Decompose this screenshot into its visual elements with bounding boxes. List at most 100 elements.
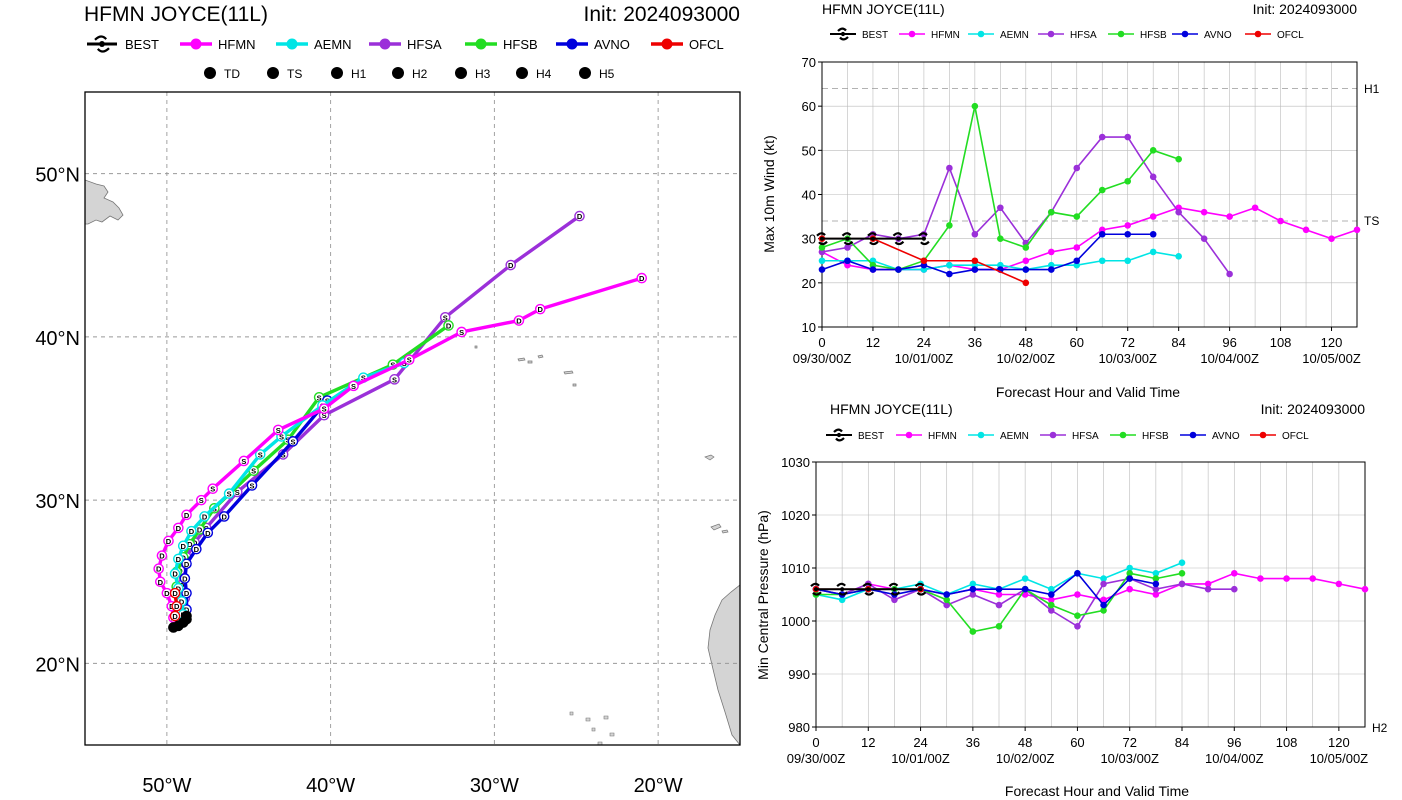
track-point-symbol: S [258, 450, 263, 459]
data-point [1100, 607, 1107, 614]
track-point-symbol: D [516, 317, 522, 326]
x-tick-label: 48 [1018, 735, 1032, 750]
data-point [1226, 270, 1233, 278]
y-tick-label: 1000 [781, 614, 810, 629]
x-tick-label: 24 [917, 335, 931, 350]
map-title: HFMN JOYCE(11L) [84, 3, 268, 26]
data-point [969, 628, 977, 635]
data-point [995, 623, 1003, 630]
data-point [971, 230, 979, 238]
pressure-ylabel: Min Central Pressure (hPa) [755, 510, 771, 680]
data-point [1200, 208, 1208, 216]
track-point [173, 522, 184, 534]
data-point [920, 257, 928, 265]
legend-label-hfmn: HFMN [931, 30, 960, 41]
legend-label-hfsa: HFSA [1070, 30, 1097, 41]
best-track-point-icon [867, 232, 879, 246]
track-point-symbol: S [443, 313, 448, 322]
data-point [1226, 213, 1233, 220]
x-tick-label: 108 [1276, 735, 1298, 750]
data-point [1047, 585, 1055, 593]
legend-marker-hfsb [475, 38, 487, 50]
track-point-symbol: D [192, 539, 198, 548]
wind-xlabel: Forecast Hour and Valid Time [996, 384, 1180, 400]
track-point [177, 540, 189, 552]
track-point [443, 320, 454, 331]
map-lat-tick: 50°N [35, 165, 80, 187]
y-tick-label: 40 [802, 188, 816, 203]
legend-marker-avno [566, 38, 578, 50]
hurricane-symbol-icon [837, 27, 849, 41]
data-point [1047, 596, 1055, 604]
data-point [997, 235, 1004, 242]
data-point [1277, 217, 1284, 225]
legend-marker-hfmn [905, 431, 913, 439]
data-point [1047, 266, 1055, 273]
data-point [1022, 266, 1030, 273]
data-point [971, 266, 979, 273]
track-point [169, 610, 181, 622]
track-point-symbol: D [159, 552, 165, 561]
intensity-symbol-char: D [207, 70, 213, 79]
x-tick-label: 120 [1328, 735, 1350, 750]
map-lon-tick: 40°W [306, 775, 355, 797]
legend-marker-hfmn [190, 38, 202, 50]
track-point-symbol: D [156, 565, 162, 574]
track-point [155, 576, 166, 588]
intensity-symbol-h3-icon [455, 67, 467, 79]
track-point [218, 511, 230, 522]
track-point-symbol: D [205, 529, 211, 538]
track-point [163, 535, 174, 547]
track-map-panel: HFMN JOYCE(11L) Init: 2024093000 BEST HFM… [35, 3, 741, 797]
track-point-symbol: D [184, 511, 190, 520]
data-point [969, 580, 977, 588]
wind-ylabel: Max 10m Wind (kt) [761, 135, 777, 252]
y-tick-label: 30 [802, 232, 816, 247]
legend-label-aemn: AEMN [1000, 30, 1029, 41]
track-point-symbol: S [276, 426, 281, 435]
azores-islands-land [474, 345, 577, 387]
intensity-label-h3: H3 [475, 67, 491, 81]
legend-label-hfmn: HFMN [218, 37, 256, 52]
legend-label-hfsb: HFSB [1142, 431, 1169, 442]
track-point-symbol: D [158, 578, 164, 587]
best-track-point-icon [841, 232, 854, 246]
track-point [179, 573, 191, 584]
track-point [191, 543, 202, 555]
map-lat-tick: 40°N [35, 328, 80, 350]
track-point [207, 483, 219, 494]
best-track-point-icon [862, 582, 875, 596]
legend-label-best: BEST [125, 37, 159, 52]
series-line-avno [821, 233, 1154, 275]
x-tick-label: 84 [1171, 335, 1185, 350]
data-point [1074, 591, 1081, 598]
legend-label-aemn: AEMN [1000, 431, 1029, 442]
data-point [1124, 133, 1132, 141]
legend-label-ofcl: OFCL [689, 37, 724, 52]
map-frame [84, 91, 741, 746]
intensity-symbol-char: 4 [520, 70, 525, 79]
legend-marker-aemn [977, 30, 985, 38]
data-point [946, 164, 953, 172]
data-point [1021, 585, 1029, 593]
x-tick-label: 12 [866, 335, 880, 350]
data-point [844, 244, 851, 251]
data-point [1126, 570, 1134, 577]
track-point-symbol: D [181, 553, 187, 562]
data-point [1073, 213, 1081, 220]
track-point-symbol: D [577, 212, 583, 221]
track-point-symbol: D [182, 574, 188, 583]
map-lat-tick: 30°N [35, 491, 80, 513]
data-point [891, 596, 898, 604]
intensity-symbol-char: 3 [459, 70, 464, 79]
data-point [1074, 612, 1081, 619]
track-point-symbol: S [361, 374, 366, 383]
data-point [1124, 222, 1132, 229]
y-tick-label: 60 [802, 99, 816, 114]
x-tick-label: 72 [1122, 735, 1136, 750]
data-point [971, 102, 979, 110]
data-point [1124, 257, 1132, 265]
